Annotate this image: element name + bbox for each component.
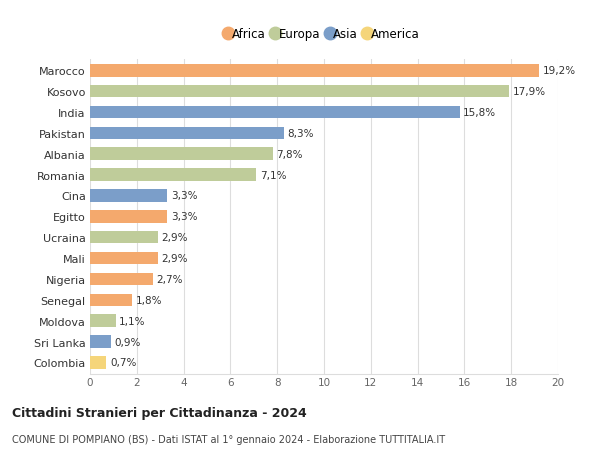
Bar [90,356,106,369]
Bar [90,273,153,285]
Bar [90,106,460,119]
Bar [90,315,116,327]
Bar [90,86,509,98]
Text: 3,3%: 3,3% [171,212,197,222]
Text: 3,3%: 3,3% [171,191,197,201]
Text: 7,8%: 7,8% [276,150,302,159]
Bar [90,294,132,307]
Text: 7,1%: 7,1% [260,170,286,180]
Text: Cittadini Stranieri per Cittadinanza - 2024: Cittadini Stranieri per Cittadinanza - 2… [12,406,307,419]
Legend: Africa, Europa, Asia, America: Africa, Europa, Asia, America [229,28,419,41]
Bar [90,148,272,161]
Text: 2,7%: 2,7% [157,274,183,284]
Bar [90,190,167,202]
Text: 0,7%: 0,7% [110,358,136,368]
Bar [90,127,284,140]
Text: 1,8%: 1,8% [136,295,162,305]
Text: 2,9%: 2,9% [161,253,188,263]
Bar [90,169,256,181]
Text: 2,9%: 2,9% [161,233,188,243]
Text: 19,2%: 19,2% [543,66,576,76]
Text: 1,1%: 1,1% [119,316,146,326]
Text: 8,3%: 8,3% [288,129,314,139]
Text: 15,8%: 15,8% [463,108,496,118]
Text: 0,9%: 0,9% [115,337,141,347]
Bar [90,252,158,265]
Bar [90,231,158,244]
Bar [90,336,111,348]
Text: 17,9%: 17,9% [512,87,545,97]
Text: COMUNE DI POMPIANO (BS) - Dati ISTAT al 1° gennaio 2024 - Elaborazione TUTTITALI: COMUNE DI POMPIANO (BS) - Dati ISTAT al … [12,434,445,444]
Bar [90,65,539,78]
Bar [90,211,167,223]
